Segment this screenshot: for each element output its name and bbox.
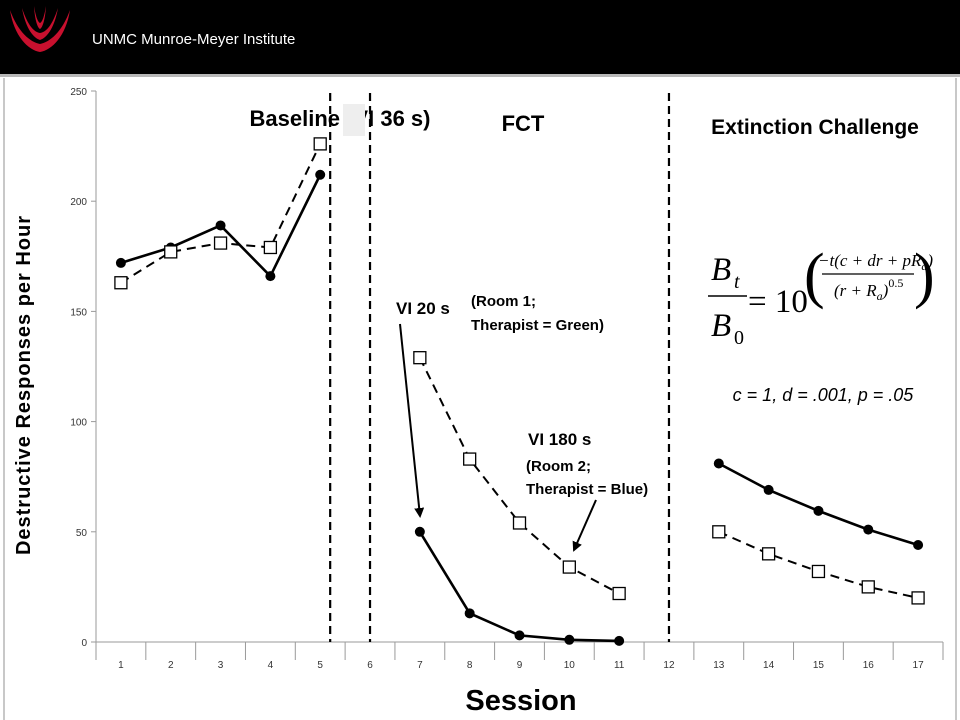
series-2-point-1 [114, 276, 128, 290]
y-tick-label-200: 200 [70, 197, 87, 208]
eq-exp-den: (r + Ra)0.5 [834, 276, 903, 303]
x-tick-label-1: 1 [118, 660, 124, 671]
annotation-room1-line1: (Room 1; [471, 293, 536, 310]
header-bar: UNMC Munroe-Meyer Institute [0, 0, 960, 74]
series-2-point-5 [313, 137, 327, 151]
series-1-point-13 [713, 458, 724, 469]
series-2-point-17 [911, 591, 925, 605]
y-tick-label-50: 50 [76, 528, 88, 539]
y-tick-label-100: 100 [70, 418, 87, 429]
series-2-point-7 [413, 351, 427, 365]
arrow-vi20 [399, 323, 425, 518]
series-2-point-4 [263, 240, 278, 255]
series-2-line-1 [120, 143, 322, 284]
left-border [3, 78, 5, 720]
x-axis-label: Session [465, 685, 576, 717]
series-1-point-9 [514, 630, 525, 641]
series-2-point-10 [562, 560, 576, 574]
eq-open-paren: ( [804, 242, 825, 310]
y-tick-label-250: 250 [70, 87, 87, 98]
x-tick-label-15: 15 [813, 660, 825, 671]
x-tick-label-9: 9 [517, 660, 523, 671]
series-1-point-14 [763, 484, 774, 495]
chart-axes [95, 91, 943, 643]
header-title: UNMC Munroe-Meyer Institute [92, 31, 296, 48]
y-tick-label-150: 150 [70, 307, 87, 318]
x-tick-label-5: 5 [317, 660, 323, 671]
phase-label-baseline: Baseline (VI 36 s) [250, 106, 431, 131]
arrow-vi180 [572, 499, 597, 552]
series-1-point-15 [813, 505, 824, 516]
eq-equals-base: = 10 [748, 284, 808, 320]
x-tick-label-16: 16 [863, 660, 875, 671]
eq-b0: B [711, 308, 731, 344]
annotation-vi180: VI 180 s [528, 430, 591, 449]
eq-bt: B [711, 252, 731, 288]
series-2-point-14 [761, 547, 776, 561]
x-tick-label-8: 8 [467, 660, 473, 671]
series-2-point-15 [811, 564, 826, 579]
annotation-params: c = 1, d = .001, p = .05 [733, 385, 915, 405]
right-border [955, 78, 957, 720]
x-tick-label-10: 10 [564, 660, 576, 671]
phase-change-lines [329, 93, 671, 642]
annotation-vi20: VI 20 s [396, 299, 450, 318]
gray-patch [343, 104, 365, 136]
phase-label-fct: FCT [502, 111, 545, 136]
header-divider [0, 74, 960, 77]
series-2-point-13 [712, 525, 726, 539]
equation: B t B 0 = 10 ( −t(c + dr + pRa) (r + Ra)… [708, 242, 935, 349]
series-2-line-2 [418, 357, 620, 595]
eq-b0-sub: 0 [734, 327, 744, 349]
series-1-line-3 [718, 462, 919, 547]
series-2-point-3 [213, 236, 228, 250]
y-axis-label: Destructive Responses per Hour [13, 215, 35, 555]
x-tick-label-14: 14 [763, 660, 775, 671]
series-2-point-11 [612, 586, 626, 601]
series-2-point-16 [861, 580, 875, 594]
series-1-point-16 [863, 524, 874, 535]
y-tick-label-0: 0 [81, 638, 87, 649]
unmc-logo-icon [10, 6, 70, 52]
eq-exp-num: −t(c + dr + pRa) [818, 251, 933, 273]
series-1-point-8 [464, 608, 475, 619]
chart-series [114, 137, 925, 646]
series-1-point-17 [913, 540, 924, 551]
x-tick-label-7: 7 [417, 660, 423, 671]
annotation-room2-line1: (Room 2; [526, 458, 591, 475]
series-1-point-10 [564, 634, 575, 645]
eq-close-paren: ) [914, 242, 935, 310]
eq-bt-sub: t [734, 271, 740, 293]
annotation-room2-line2: Therapist = Blue) [526, 481, 648, 498]
x-tick-label-4: 4 [268, 660, 274, 671]
x-tick-label-2: 2 [168, 660, 174, 671]
series-1-point-3 [215, 220, 226, 231]
x-tick-label-12: 12 [663, 660, 675, 671]
x-tick-label-6: 6 [367, 660, 373, 671]
series-1-point-4 [265, 271, 276, 282]
phase-label-extinction: Extinction Challenge [711, 116, 919, 139]
series-1-point-5 [315, 169, 326, 180]
series-2-point-2 [164, 245, 178, 259]
series-2-point-8 [463, 452, 477, 466]
x-tick-label-11: 11 [614, 660, 625, 671]
x-tick-label-17: 17 [913, 660, 925, 671]
x-tick-label-13: 13 [713, 660, 725, 671]
series-1-point-7 [414, 526, 425, 537]
series-2-point-9 [512, 516, 527, 530]
series-1-line-2 [418, 531, 620, 643]
x-tick-label-3: 3 [218, 660, 224, 671]
series-1-point-11 [614, 635, 625, 646]
annotation-room1-line2: Therapist = Green) [471, 317, 604, 334]
series-1-point-1 [115, 257, 126, 268]
